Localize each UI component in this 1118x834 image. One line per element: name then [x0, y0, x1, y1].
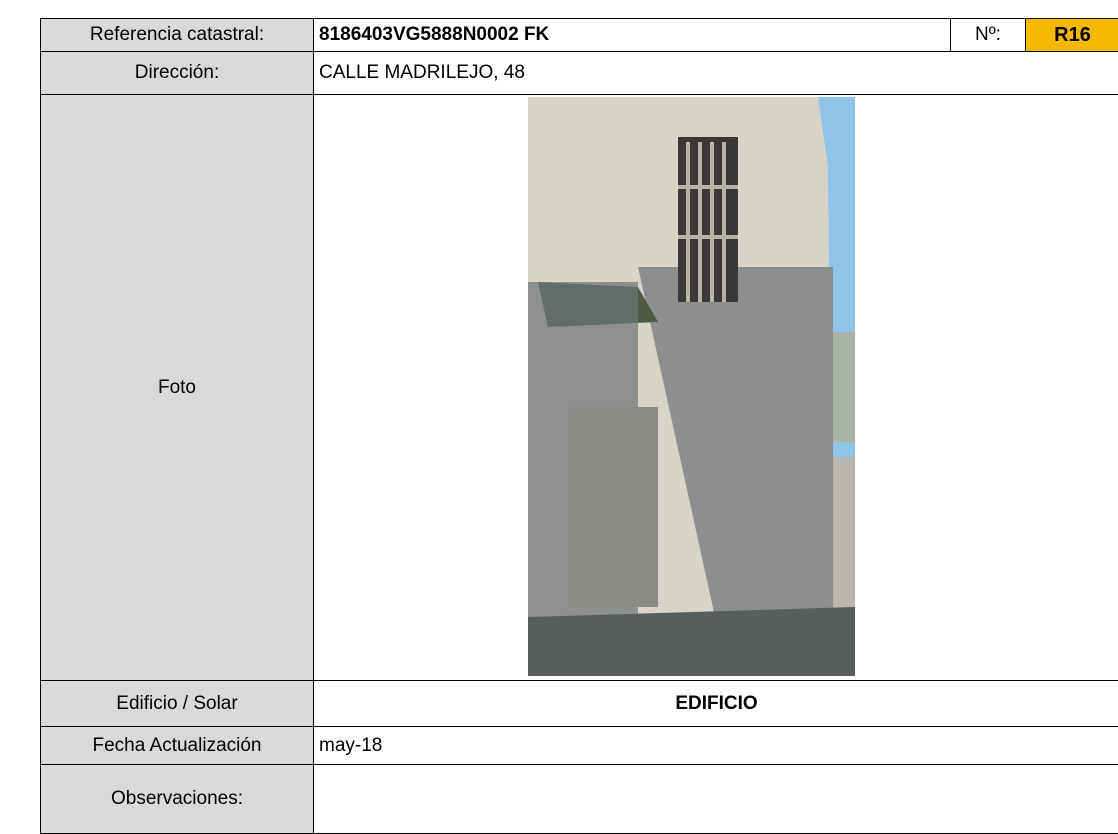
label-cell: Referencia catastral:: [40, 18, 314, 52]
label-cell: Observaciones:: [40, 764, 314, 834]
label-cell: Dirección:: [40, 51, 314, 95]
observations-value: [313, 764, 1118, 834]
photo-cell: [313, 94, 1118, 681]
label-cell: Fecha Actualización: [40, 726, 314, 765]
type-value: EDIFICIO: [313, 680, 1118, 727]
number-value: R16: [1025, 18, 1118, 52]
photo: [528, 97, 855, 676]
reference-value: 8186403VG5888N0002 FK: [313, 18, 951, 52]
date-value: may-18: [313, 726, 1118, 765]
number-label: Nº:: [950, 18, 1026, 52]
label-cell: Foto: [40, 94, 314, 681]
address-value: CALLE MADRILEJO, 48: [313, 51, 1118, 95]
label-cell: Edificio / Solar: [40, 680, 314, 727]
